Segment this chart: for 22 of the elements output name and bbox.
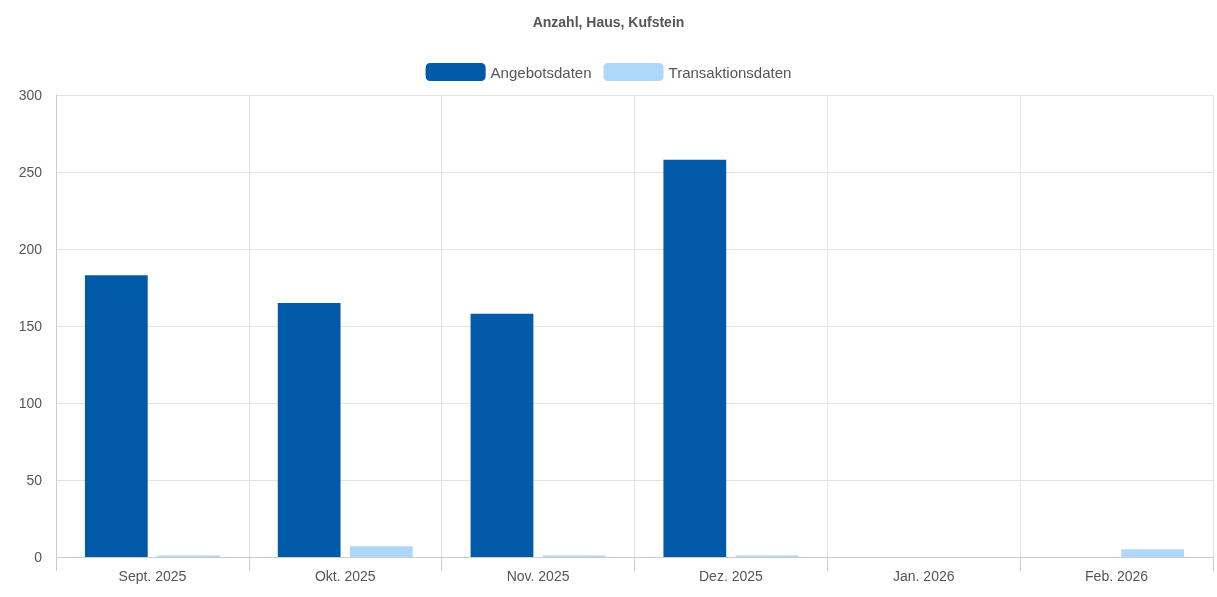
y-tick-label: 250	[18, 164, 43, 180]
x-tick-label: Feb. 2026	[1085, 568, 1149, 584]
x-tick-label: Nov. 2025	[506, 568, 570, 584]
y-tick-label: 150	[18, 318, 43, 334]
y-tick-label: 50	[26, 472, 43, 488]
x-tick-label: Okt. 2025	[314, 568, 376, 584]
x-tick-label: Jan. 2026	[893, 568, 955, 584]
x-tick-label: Sept. 2025	[118, 568, 187, 584]
bar	[349, 546, 413, 557]
bar	[1121, 549, 1185, 557]
bar	[84, 275, 148, 557]
y-tick-label: 300	[18, 87, 43, 103]
legend-label: Transaktionsdaten	[668, 63, 792, 81]
legend-label: Angebotsdaten	[490, 63, 592, 81]
y-tick-label: 0	[34, 549, 43, 565]
bar	[470, 313, 534, 557]
chart-title: Anzahl, Haus, Kufstein	[532, 14, 685, 30]
bar	[663, 159, 727, 557]
bar	[277, 302, 341, 557]
x-tick-label: Dez. 2025	[699, 568, 764, 584]
y-tick-label: 200	[18, 241, 43, 257]
y-tick-label: 100	[18, 395, 43, 411]
